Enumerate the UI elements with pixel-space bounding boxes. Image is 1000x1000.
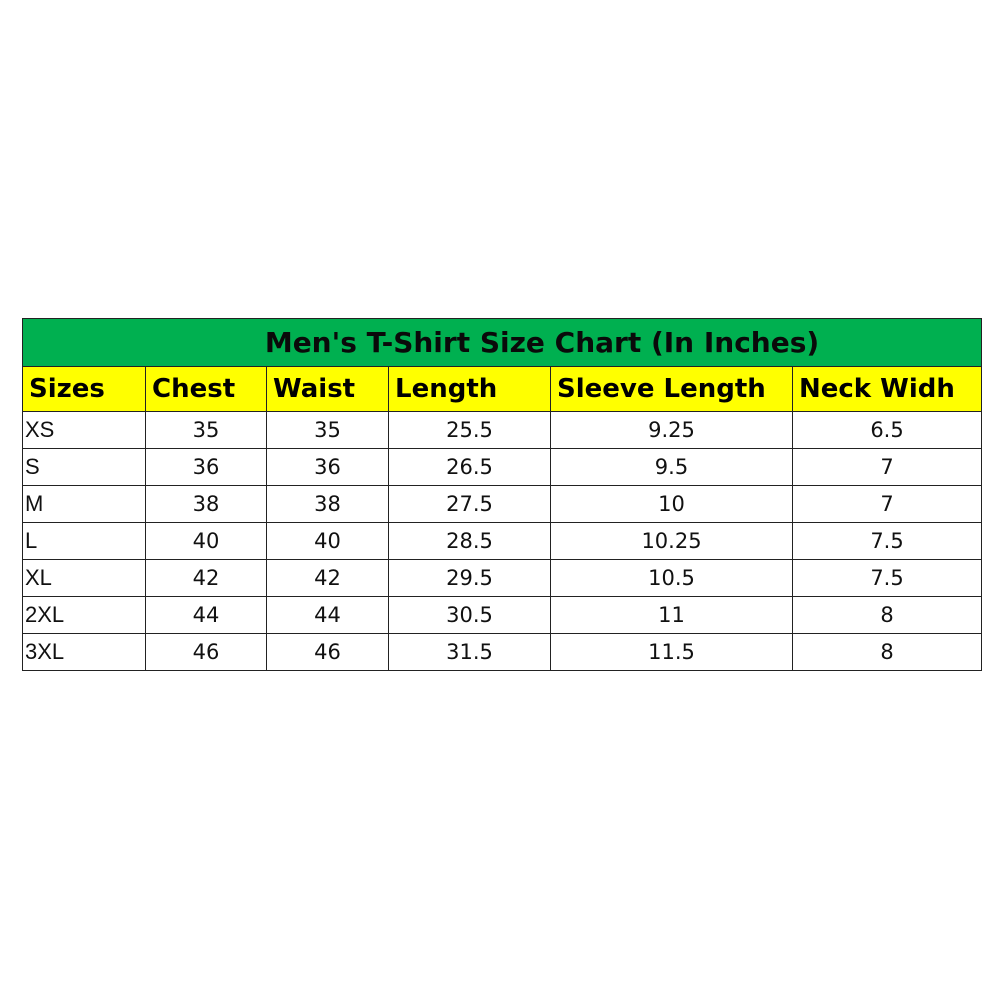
value-cell: 36 [145,448,267,486]
value-cell: 10.5 [550,559,793,597]
size-cell: XL [22,559,146,597]
value-cell: 44 [266,596,389,634]
column-header: Chest [145,366,267,412]
size-cell: L [22,522,146,560]
value-cell: 27.5 [388,485,551,523]
value-cell: 6.5 [791,411,983,449]
size-cell: M [22,485,146,523]
table-row: XL 42 42 29.5 10.5 7.5 [22,559,983,597]
size-chart-table: Men's T-Shirt Size Chart (In Inches) Siz… [21,318,983,671]
value-cell: 10.25 [550,522,793,560]
value-cell: 10 [550,485,793,523]
value-cell: 8 [791,596,983,634]
value-cell: 9.5 [550,448,793,486]
value-cell: 11.5 [550,633,793,671]
header-row: Sizes Chest Waist Length Sleeve Length Neck W… [22,366,983,412]
column-header: Length [388,366,551,412]
value-cell: 38 [145,485,267,523]
value-cell: 25.5 [388,411,551,449]
value-cell: 31.5 [388,633,551,671]
value-cell: 40 [266,522,389,560]
value-cell: 8 [791,633,983,671]
value-cell: 36 [266,448,389,486]
size-cell: 3XL [22,633,146,671]
column-header: Waist [266,366,389,412]
value-cell: 40 [145,522,267,560]
value-cell: 44 [145,596,267,634]
column-header: Sleeve Length [550,366,793,412]
table-row: M 38 38 27.5 10 7 [22,485,983,523]
value-cell: 42 [145,559,267,597]
value-cell: 29.5 [388,559,551,597]
value-cell: 38 [266,485,389,523]
table-row: XS 35 35 25.5 9.25 6.5 [22,411,983,449]
value-cell: 7 [791,485,983,523]
table-row: 3XL 46 46 31.5 11.5 8 [22,633,983,671]
size-cell: 2XL [22,596,146,634]
value-cell: 46 [145,633,267,671]
value-cell: 7.5 [791,559,983,597]
value-cell: 11 [550,596,793,634]
table-row: 2XL 44 44 30.5 11 8 [22,596,983,634]
size-cell: XS [22,411,146,449]
column-header: Sizes [22,366,146,412]
value-cell: 7 [791,448,983,486]
value-cell: 26.5 [388,448,551,486]
table-title: Men's T-Shirt Size Chart (In Inches) [21,318,983,367]
table-row: S 36 36 26.5 9.5 7 [22,448,983,486]
value-cell: 35 [266,411,389,449]
value-cell: 7.5 [791,522,983,560]
value-cell: 28.5 [388,522,551,560]
column-header: Neck Widh [791,366,983,412]
value-cell: 35 [145,411,267,449]
size-cell: S [22,448,146,486]
value-cell: 46 [266,633,389,671]
value-cell: 9.25 [550,411,793,449]
value-cell: 42 [266,559,389,597]
value-cell: 30.5 [388,596,551,634]
table-row: L 40 40 28.5 10.25 7.5 [22,522,983,560]
